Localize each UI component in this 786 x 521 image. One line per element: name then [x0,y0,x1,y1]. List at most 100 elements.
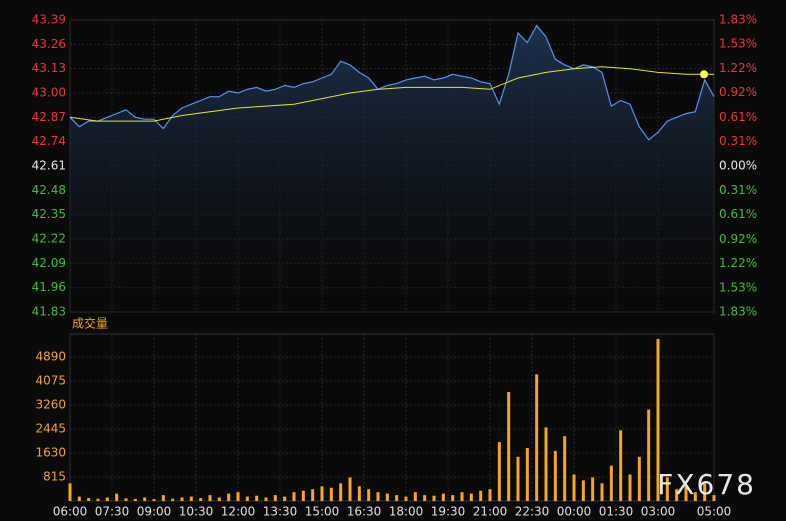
volume-bar [535,374,539,501]
volume-bar [488,489,492,501]
volume-bar [199,498,203,501]
volume-bar [348,477,352,501]
y2-tick-label: 0.00% [719,159,757,173]
volume-bar [292,492,296,501]
y-tick-label: 4890 [35,349,66,363]
volume-bar [441,493,445,501]
volume-bar [693,492,697,501]
y2-tick-label: 0.92% [719,232,757,246]
price-area [70,25,714,312]
y2-tick-label: 1.83% [719,305,757,319]
volume-bar [264,497,268,501]
volume-bar [432,495,436,501]
y-tick-label: 2445 [35,421,66,435]
volume-bar [684,486,688,501]
watermark: FX678 [657,468,756,501]
y-tick-label: 42.61 [32,159,66,173]
volume-bar [227,493,231,501]
y-tick-label: 42.74 [32,134,66,148]
y-tick-label: 42.48 [32,183,66,197]
volume-bar [105,497,109,501]
y-tick-label: 42.09 [32,256,66,270]
volume-bar [273,495,277,501]
x-tick-label: 03:00 [641,505,676,519]
volume-bar [675,489,679,501]
volume-bar [283,496,287,501]
y-tick-label: 43.13 [32,61,66,75]
volume-bar [637,456,641,501]
x-tick-label: 00:00 [557,505,592,519]
y-tick-label: 42.87 [32,110,66,124]
volume-bar [451,495,455,501]
volume-bar [469,493,473,501]
volume-bar [152,499,156,501]
y-tick-label: 43.00 [32,86,66,100]
volume-bar [115,493,119,501]
volume-bar [525,447,529,501]
volume-bar [124,498,128,501]
y2-tick-label: 0.92% [719,85,757,99]
x-tick-label: 21:00 [473,505,508,519]
volume-bar [479,490,483,501]
x-tick-label: 15:00 [305,505,340,519]
x-tick-label: 06:00 [53,505,88,519]
volume-bar [703,483,707,501]
x-tick-label: 05:00 [697,505,732,519]
volume-bar [563,436,567,501]
y2-tick-label: 0.61% [719,110,757,124]
y2-tick-label: 1.22% [719,61,757,75]
price-line [69,24,715,141]
y2-tick-label: 1.53% [719,281,757,295]
volume-bar [245,496,249,501]
volume-bar [581,480,585,501]
y2-tick-label: 1.22% [719,256,757,270]
volume-bar [68,483,72,501]
volume-bar [600,483,604,501]
volume-bar [329,487,333,501]
volume-bar [180,497,184,501]
volume-bar [665,477,669,501]
volume-title: 成交量 [72,316,108,331]
volume-bar [647,409,651,501]
y-tick-label: 42.35 [32,207,66,221]
x-tick-label: 19:30 [431,505,466,519]
x-tick-label: 01:30 [599,505,634,519]
average-line [69,66,714,122]
volume-bar [133,498,137,501]
x-tick-label: 09:00 [137,505,172,519]
y-tick-label: 1630 [35,445,66,459]
volume-bar [217,497,221,501]
y2-tick-label: 1.53% [719,36,757,50]
volume-bar [572,474,576,501]
volume-bar [236,492,240,501]
volume-bar [395,495,399,501]
volume-panel [69,333,715,502]
volume-bar [301,490,305,501]
volume-bar [189,496,193,501]
volume-bar [619,430,623,501]
volume-bar [208,495,212,501]
volume-bar [255,495,259,501]
y-tick-label: 815 [43,469,66,483]
volume-bar [423,495,427,501]
volume-bar [339,483,343,501]
x-tick-label: 10:30 [179,505,214,519]
y-tick-label: 42.22 [32,232,66,246]
y-tick-label: 43.26 [32,37,66,51]
average-marker [700,70,708,79]
y-tick-label: 4075 [35,373,66,387]
volume-bar [516,456,520,501]
volume-bar [357,486,361,501]
x-tick-label: 18:00 [389,505,424,519]
volume-bar [553,450,557,501]
x-tick-label: 22:30 [515,505,550,519]
volume-bar [320,486,324,501]
volume-bar [591,477,595,501]
volume-bar [656,339,660,501]
y2-tick-label: 1.83% [719,13,757,27]
volume-bar [712,495,716,501]
y2-tick-label: 0.31% [719,134,757,148]
x-tick-label: 13:30 [263,505,298,519]
volume-bar [161,495,165,501]
